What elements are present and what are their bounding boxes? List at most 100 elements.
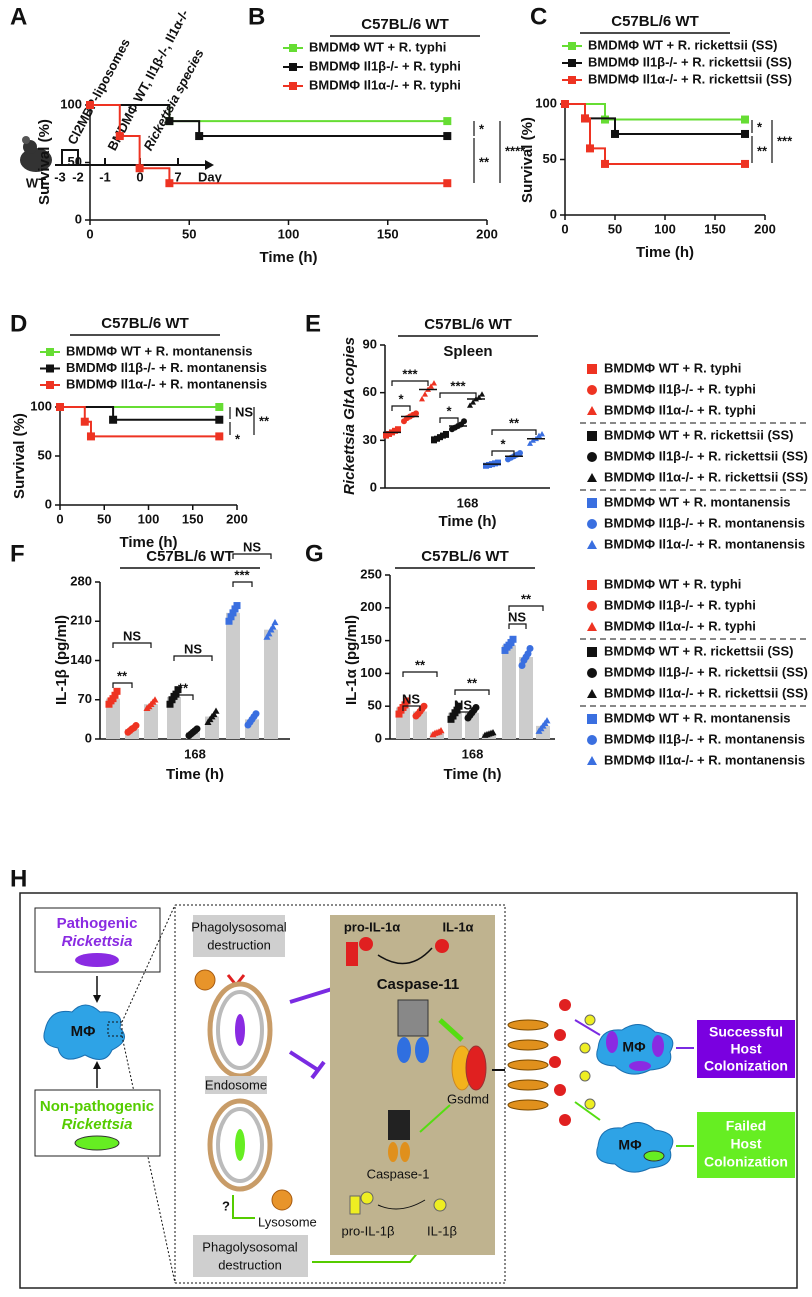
marker	[227, 613, 235, 621]
x-tick-label: 50	[182, 226, 196, 241]
marker	[741, 115, 749, 124]
mouse-label: WT	[26, 175, 46, 190]
chart-title: C57BL/6 WT	[611, 13, 699, 30]
cytokine	[584, 1014, 596, 1026]
legend-marker	[568, 42, 576, 50]
x-tick-label: 150	[182, 511, 204, 526]
y-tick-label: 0	[375, 730, 382, 745]
x-tick-label: 168	[184, 746, 206, 761]
annotation: NS	[454, 697, 472, 712]
label: IL-1α	[442, 919, 473, 934]
y-tick-label: 0	[45, 496, 52, 511]
caspase	[415, 1037, 429, 1063]
panel-label: G	[305, 540, 324, 567]
marker	[741, 159, 749, 168]
legend-marker	[46, 348, 54, 356]
legend-marker	[587, 452, 597, 462]
y-tick-label: 0	[75, 211, 82, 226]
chart-title: C57BL/6 WT	[421, 548, 509, 565]
marker	[229, 609, 237, 617]
arrow	[93, 1061, 101, 1069]
marker	[467, 402, 473, 408]
marker	[581, 114, 589, 123]
y-axis-label: Survival (%)	[11, 413, 28, 499]
x-axis-label: Time (h)	[443, 766, 501, 783]
bacterium	[74, 1135, 120, 1151]
endosome	[216, 990, 264, 1070]
y-tick-label: 100	[360, 665, 382, 680]
panel-labels: A B C D E F G H	[10, 3, 547, 892]
legend-label: BMDMΦ Il1β-/- + R. typhi	[604, 597, 756, 612]
annotation: NS	[235, 404, 253, 419]
bacterium	[75, 953, 119, 967]
pore	[507, 1079, 549, 1091]
outcome: Host	[730, 1041, 761, 1057]
y-axis-label: Survival (%)	[36, 119, 53, 205]
chart-title: C57BL/6 WT	[146, 548, 234, 565]
chart-title: C57BL/6 WT	[101, 315, 189, 332]
legend-marker	[587, 519, 597, 529]
panel-label: D	[10, 310, 27, 337]
label: destruction	[207, 937, 271, 952]
legend-marker	[587, 364, 597, 374]
annotation: *	[757, 119, 763, 134]
significance-bracket	[402, 671, 438, 677]
annotation: ****	[505, 143, 526, 158]
cytokine	[433, 1198, 447, 1212]
legend-marker	[46, 381, 54, 389]
y-tick-label: 0	[85, 730, 92, 745]
legend-label: BMDMΦ Il1β-/- + R. montanensis	[604, 731, 805, 746]
marker	[526, 644, 534, 652]
y-tick-label: 0	[370, 479, 377, 494]
nonpathogen-label: Non-pathogenic	[40, 1098, 154, 1115]
panel-label: E	[305, 310, 321, 337]
legend-label: BMDMΦ WT + R. montanensis	[604, 710, 791, 725]
marker	[210, 710, 218, 718]
outcome: Host	[730, 1136, 761, 1152]
outcome-box	[697, 1020, 795, 1078]
x-tick-label: 150	[704, 221, 726, 236]
x-tick-label: 50	[97, 511, 111, 526]
legend-marker	[587, 714, 597, 724]
legend-marker	[289, 63, 297, 71]
x-tick-label: 100	[654, 221, 676, 236]
legend-marker	[587, 473, 597, 482]
legend-label: BMDMΦ Il1α-/- + R. rickettsii (SS)	[588, 71, 792, 86]
label: IL-1β	[427, 1223, 457, 1238]
marker	[419, 396, 425, 402]
bar	[519, 657, 533, 739]
marker	[109, 415, 118, 424]
bar	[226, 612, 240, 739]
marker	[212, 707, 220, 714]
x-tick-label: 200	[754, 221, 776, 236]
caspase	[397, 999, 429, 1037]
legend-marker	[587, 622, 597, 631]
significance-bracket	[232, 581, 253, 587]
marker	[518, 662, 526, 670]
significance-bracket	[112, 682, 133, 688]
arrow	[377, 1199, 426, 1210]
label: Phagolysosomal	[191, 919, 286, 934]
bar	[144, 704, 158, 739]
marker	[539, 430, 545, 437]
y-tick-label: 100	[60, 96, 82, 111]
marker	[174, 686, 182, 694]
annotation: ***	[777, 133, 793, 148]
annotation: NS	[402, 691, 420, 706]
legend-label: BMDMΦ Il1β-/- + R. rickettsii (SS)	[604, 664, 808, 679]
marker	[215, 432, 224, 441]
marker	[215, 415, 224, 424]
macrophage-label: MΦ	[618, 1137, 642, 1153]
arrow	[419, 1104, 451, 1133]
y-tick-label: 0	[550, 206, 557, 221]
marker	[437, 726, 445, 734]
legend-label: BMDMΦ WT + R. typhi	[604, 360, 741, 375]
annotation: **	[509, 415, 520, 430]
x-axis-label: Time (h)	[636, 244, 694, 261]
legend-label: BMDMΦ WT + R. typhi	[604, 576, 741, 591]
marker	[225, 617, 233, 625]
annotation: *	[479, 121, 485, 136]
cytokine	[554, 1084, 566, 1096]
annotation: ***	[450, 378, 466, 393]
arrow	[377, 947, 433, 965]
